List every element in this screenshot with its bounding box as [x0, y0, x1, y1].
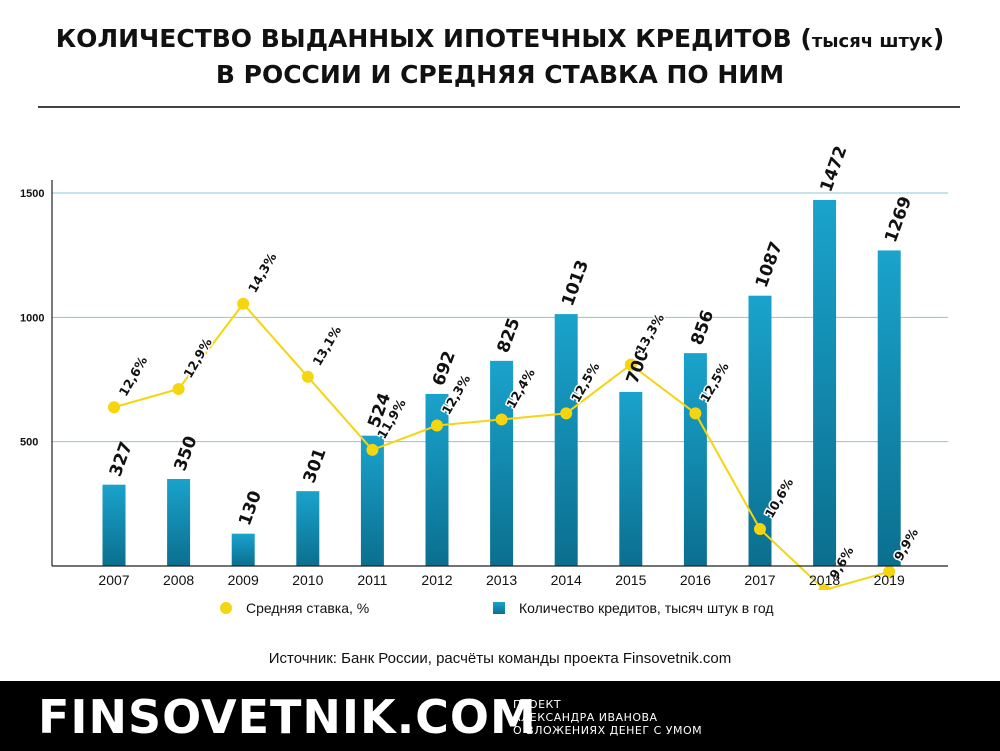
- y-tick-label: 1000: [20, 312, 44, 324]
- axes: 500 1000 1500 2007 2008 2009 2010 2011 2012 2013 2…: [20, 180, 948, 588]
- x-tick-label: 2018: [809, 572, 840, 588]
- tagline-line-2: АЛЕКСАНДРА ИВАНОВА: [513, 711, 658, 724]
- rate-point-2015: [624, 358, 637, 371]
- title-line-2: В РОССИИ И СРЕДНЯЯ СТАВКА ПО НИМ: [215, 60, 785, 89]
- x-tick-label: 2009: [228, 572, 259, 588]
- bar-2009: [231, 533, 255, 566]
- rate-point-2013: [495, 413, 508, 426]
- bar-value-label: 825: [494, 315, 525, 355]
- legend-count-label: Количество кредитов, тысяч штук в год: [519, 600, 774, 616]
- bar-value-label: 1087: [752, 239, 787, 290]
- y-tick-label: 500: [20, 437, 38, 449]
- chart-title: КОЛИЧЕСТВО ВЫДАННЫХ ИПОТЕЧНЫХ КРЕДИТОВ (…: [0, 22, 1000, 91]
- x-tick-label: 2007: [98, 572, 129, 588]
- rate-point-2010: [301, 370, 314, 383]
- bar-value-label: 1013: [558, 257, 593, 308]
- legend-rate: Средняя ставка, %: [220, 600, 369, 616]
- x-tick-label: 2017: [744, 572, 775, 588]
- bar-2014: [554, 314, 578, 566]
- rate-point-2018: [818, 583, 831, 590]
- mortgage-chart: 327 3501303015246928251013700856108714721…: [20, 143, 948, 590]
- rate-value-label: 12,6%: [116, 353, 151, 398]
- brand-logo-text: FINSOVETNIK.COM: [38, 690, 537, 744]
- tagline-line-1: ПРОЕКТ: [513, 698, 562, 711]
- bar-value-label: 350: [171, 433, 202, 473]
- bar-series: [102, 199, 901, 567]
- source-note: Источник: Банк России, расчёты команды п…: [268, 650, 732, 667]
- bar-2013: [490, 360, 514, 566]
- x-tick-label: 2015: [615, 572, 646, 588]
- data-labels: 327 3501303015246928251013700856108714721…: [106, 143, 923, 583]
- rate-point-2009: [237, 297, 250, 310]
- bar-value-label: 327: [106, 439, 137, 479]
- legend-count: Количество кредитов, тысяч штук в год: [493, 600, 774, 616]
- rate-point-2016: [689, 407, 702, 420]
- x-tick-label: 2014: [551, 572, 582, 588]
- bar-2007: [102, 484, 126, 566]
- x-tick-label: 2010: [292, 572, 323, 588]
- bar-value-label: 301: [300, 446, 331, 486]
- bar-value-label: 1472: [817, 143, 852, 194]
- x-tick-label: 2008: [163, 572, 194, 588]
- title-line-1-unit: тысяч штук: [811, 31, 933, 52]
- rate-point-2007: [108, 401, 120, 414]
- bar-2010: [296, 491, 320, 566]
- bar-value-label: 130: [235, 488, 266, 528]
- bar-2008: [167, 478, 191, 566]
- brand-tagline: ПРОЕКТ АЛЕКСАНДРА ИВАНОВА О ВЛОЖЕНИЯХ ДЕ…: [513, 698, 702, 737]
- bar-value-label: 1269: [881, 194, 916, 245]
- legend-rate-label: Средняя ставка, %: [246, 600, 370, 616]
- rate-series: [108, 297, 896, 590]
- rate-point-2008: [172, 382, 185, 395]
- rate-value-label: 13,1%: [309, 323, 344, 368]
- legend-count-marker: [493, 602, 505, 614]
- footer: FINSOVETNIK.COM ПРОЕКТ АЛЕКСАНДРА ИВАНОВ…: [0, 681, 1000, 751]
- x-tick-label: 2013: [486, 572, 517, 588]
- rate-value-label: 14,3%: [245, 250, 280, 295]
- rate-point-2019: [883, 565, 896, 578]
- bar-2016: [683, 353, 707, 566]
- legend-rate-marker: [220, 602, 232, 614]
- tagline-line-3: О ВЛОЖЕНИЯХ ДЕНЕГ С УМОМ: [513, 724, 703, 737]
- rate-point-2014: [560, 407, 573, 420]
- bar-2018: [813, 199, 837, 567]
- bar-2017: [748, 295, 772, 566]
- bar-2011: [360, 435, 384, 566]
- rate-value-label: 12,9%: [180, 335, 215, 380]
- bar-2015: [619, 391, 643, 566]
- title-divider: [38, 106, 960, 108]
- y-tick-label: 1500: [20, 188, 44, 200]
- x-tick-label: 2011: [357, 572, 387, 588]
- rate-point-2017: [754, 523, 766, 536]
- bar-2012: [425, 393, 449, 566]
- title-line-1: КОЛИЧЕСТВО ВЫДАННЫХ ИПОТЕЧНЫХ КРЕДИТОВ (…: [56, 24, 945, 53]
- x-tick-label: 2012: [421, 572, 452, 588]
- bar-2019: [877, 250, 901, 566]
- bar-value-label: 856: [687, 308, 718, 348]
- rate-point-2011: [366, 443, 379, 456]
- x-tick-label: 2019: [874, 572, 905, 588]
- rate-point-2012: [431, 419, 443, 432]
- x-tick-label: 2016: [680, 572, 711, 588]
- title-line-1-main: КОЛИЧЕСТВО ВЫДАННЫХ ИПОТЕЧНЫХ КРЕДИТОВ (: [55, 24, 812, 53]
- title-line-1-end: ): [932, 24, 945, 53]
